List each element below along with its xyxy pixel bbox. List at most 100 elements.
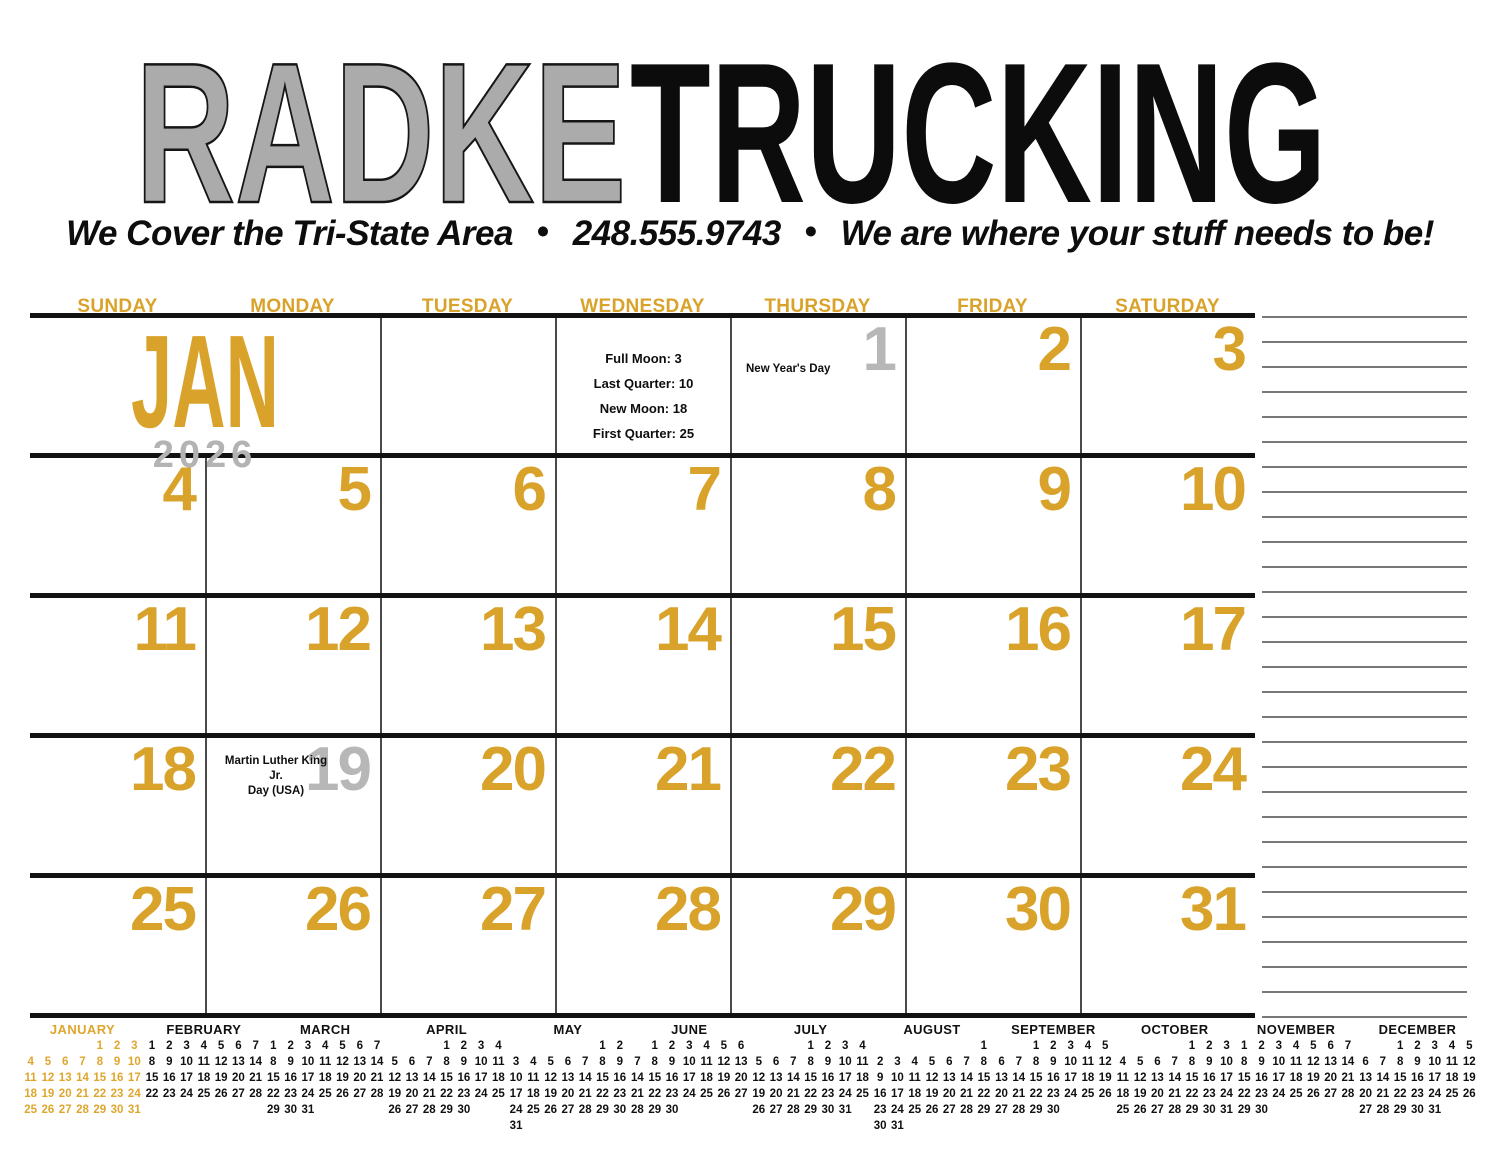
mini-day: 25 xyxy=(526,1104,540,1116)
note-line xyxy=(1262,768,1467,793)
mini-week-row: 8 9 10 11 12 13 14 xyxy=(265,1054,386,1070)
mini-day xyxy=(906,1118,923,1134)
date-number: 3 xyxy=(1212,315,1248,384)
mini-day: 10 xyxy=(891,1072,904,1084)
mini-day: 13 xyxy=(942,1072,956,1084)
mini-day: 9 xyxy=(876,1072,884,1084)
mini-day: 14 xyxy=(1341,1056,1355,1068)
mini-day: 5 xyxy=(339,1040,346,1052)
mini-day: 14 xyxy=(249,1056,263,1068)
mini-day: 27 xyxy=(405,1104,419,1116)
mini-day: 15 xyxy=(1393,1072,1407,1084)
mini-week-row: 22 23 24 25 26 27 28 xyxy=(1236,1086,1357,1102)
date-number: 23 xyxy=(1005,735,1072,804)
mini-day: 3 xyxy=(131,1040,138,1052)
holiday-label-line: New Year's Day xyxy=(746,363,831,375)
mini-day: 19 xyxy=(717,1072,731,1084)
mini-day: 4 xyxy=(530,1056,537,1068)
mini-day: 5 xyxy=(217,1040,225,1052)
mini-week-row: 15 16 17 18 19 20 21 xyxy=(265,1070,386,1086)
mini-day: 7 xyxy=(1015,1056,1022,1068)
mini-day: 15 xyxy=(1029,1072,1043,1084)
mini-day: 6 xyxy=(772,1056,780,1068)
mini-day: 31 xyxy=(127,1104,141,1116)
brand-tagline: We Cover the Tri-State Area • 248.555.9743… xyxy=(0,212,1500,254)
mini-week-row: 14 15 16 17 18 19 20 xyxy=(629,1070,750,1086)
month-title-cell: JAN 2026 xyxy=(30,316,380,477)
mini-day: 21 xyxy=(249,1072,263,1084)
mini-day xyxy=(74,1038,91,1054)
mini-day: 18 xyxy=(318,1072,332,1084)
mini-day: 6 xyxy=(1154,1056,1161,1068)
mini-week-row: 4 5 6 7 8 9 10 xyxy=(1114,1054,1235,1070)
mini-week-row: 18 19 20 21 22 23 24 xyxy=(1114,1086,1235,1102)
mini-day: 7 xyxy=(1171,1056,1178,1068)
date-number: 10 xyxy=(1180,455,1247,524)
mini-month-title: DECEMBER xyxy=(1378,1022,1457,1037)
date-number: 6 xyxy=(512,455,548,524)
mini-day: 17 xyxy=(180,1072,193,1084)
note-line xyxy=(1262,818,1467,843)
date-cell-21: 21 xyxy=(555,738,730,873)
holiday-label: Martin Luther King Jr. Day (USA) xyxy=(221,754,331,799)
mini-day xyxy=(39,1038,56,1054)
date-number: 8 xyxy=(862,455,898,524)
mini-day: 2 xyxy=(824,1040,832,1052)
mini-day: 27 xyxy=(942,1104,956,1116)
weekday-header-sunday: SUNDAY xyxy=(77,296,158,317)
date-cell-7: 7 xyxy=(555,458,730,593)
mini-day: 12 xyxy=(388,1072,402,1084)
mini-day xyxy=(1079,1102,1096,1118)
mini-day: 16 xyxy=(162,1072,176,1084)
mini-day: 15 xyxy=(440,1072,453,1084)
mini-day: 1 xyxy=(443,1040,450,1052)
note-line xyxy=(1262,368,1467,393)
mini-day: 18 xyxy=(197,1072,211,1084)
mini-day: 10 xyxy=(682,1056,696,1068)
mini-day: 12 xyxy=(336,1056,349,1068)
date-cell-9: 9 xyxy=(905,458,1080,593)
mini-day: 17 xyxy=(838,1072,852,1084)
mini-day: 5 xyxy=(720,1040,728,1052)
mini-day: 21 xyxy=(1168,1088,1182,1100)
mini-day xyxy=(403,1038,420,1054)
mini-day: 13 xyxy=(1324,1056,1338,1068)
mini-day xyxy=(1132,1038,1149,1054)
date-number: 28 xyxy=(655,875,722,944)
date-number: 20 xyxy=(480,735,547,804)
mini-day xyxy=(472,1102,489,1118)
note-line xyxy=(1262,468,1467,493)
mini-day: 4 xyxy=(322,1040,329,1052)
mini-day: 15 xyxy=(1185,1072,1199,1084)
mini-day: 8 xyxy=(980,1056,988,1068)
mini-day: 18 xyxy=(1116,1088,1130,1100)
mini-day: 21 xyxy=(1376,1088,1390,1100)
mini-day: 20 xyxy=(1151,1088,1164,1100)
mini-week-row: 20 21 22 23 24 25 26 xyxy=(1357,1086,1478,1102)
mini-day: 26 xyxy=(1133,1104,1147,1116)
mini-day: 31 xyxy=(1220,1104,1233,1116)
mini-week-row: 26 27 28 29 30 31 xyxy=(750,1102,871,1118)
mini-month-december: DECEMBER 1 2 3 4 5 6 7 8 9 10 11 12 13 14 15 16 17 18 19 20 2… xyxy=(1357,1022,1478,1134)
mini-day: 5 xyxy=(44,1056,52,1068)
mini-day: 9 xyxy=(287,1056,294,1068)
holiday-label-line: Day (USA) xyxy=(247,785,305,797)
mini-day: 21 xyxy=(1012,1088,1026,1100)
mini-day: 4 xyxy=(200,1040,208,1052)
mini-day: 15 xyxy=(145,1072,159,1084)
mini-day: 5 xyxy=(1102,1040,1109,1052)
mini-week-row: 13 14 15 16 17 18 19 xyxy=(1357,1070,1478,1086)
mini-month-november: NOVEMBER 1 2 3 4 5 6 7 8 9 10 11 12 13 14 15 16 17 18 19 20 2… xyxy=(1236,1022,1357,1134)
mini-day: 17 xyxy=(509,1088,523,1100)
mini-week-row: 21 22 23 24 25 26 27 xyxy=(629,1086,750,1102)
mini-day xyxy=(715,1102,732,1118)
mini-day: 20 xyxy=(405,1088,419,1100)
mini-day xyxy=(698,1102,715,1118)
mini-day: 15 xyxy=(977,1072,991,1084)
mini-day: 15 xyxy=(1237,1072,1251,1084)
mini-day: 26 xyxy=(752,1104,766,1116)
mini-day: 16 xyxy=(873,1088,887,1100)
